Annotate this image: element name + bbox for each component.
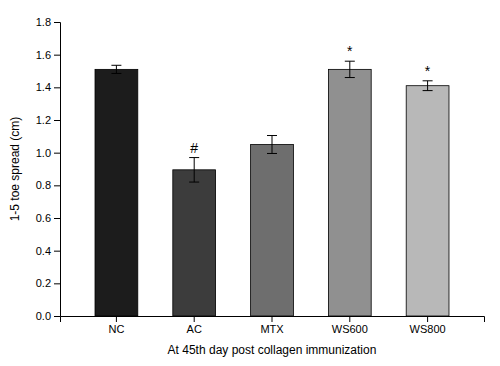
bar (173, 170, 216, 316)
y-tick: 1.0 (36, 147, 60, 159)
bar (406, 86, 449, 316)
x-tick-label: WS600 (332, 323, 368, 335)
error-bar-cap (111, 73, 121, 74)
error-bar-line (349, 61, 350, 77)
x-tick: MTX (260, 316, 284, 335)
annotation: # (190, 140, 198, 156)
error-bar-line (272, 136, 273, 154)
chart: 0.0 0.2 0.4 0.6 0.8 1.0 1.2 1.4 1.6 1.8 NC AC MTX WS6… (0, 0, 500, 366)
y-axis: 0.0 0.2 0.4 0.6 0.8 1.0 1.2 1.4 1.6 1.8 (36, 16, 61, 322)
error-bar-cap (111, 65, 121, 66)
y-tick-mark (54, 316, 60, 317)
x-tick-mark (349, 316, 350, 322)
y-tick-label: 1.4 (36, 81, 51, 93)
error-bar-cap (189, 182, 199, 183)
x-axis-line (61, 317, 485, 323)
error-bar-cap (267, 135, 277, 136)
annotation: * (425, 63, 431, 79)
y-tick: 0.2 (36, 277, 60, 289)
y-tick: 0.8 (36, 179, 60, 191)
x-axis: NC AC MTX WS600 WS800 (61, 316, 485, 335)
error-bar (111, 65, 121, 73)
y-tick-mark (54, 218, 60, 219)
annotations: # * * (190, 43, 431, 155)
error-bar-cap (267, 153, 277, 154)
y-tick: 0.4 (36, 245, 60, 257)
bar (251, 145, 294, 317)
y-tick: 0.0 (36, 310, 60, 322)
y-tick-label: 0.0 (36, 310, 51, 322)
error-bar-cap (423, 90, 433, 91)
y-tick-mark (54, 87, 60, 88)
x-tick: NC (108, 316, 124, 335)
x-tick-mark (116, 316, 117, 322)
x-tick-label: MTX (260, 323, 284, 335)
x-tick-mark (272, 316, 273, 322)
y-tick-mark (54, 185, 60, 186)
y-tick-mark (54, 22, 60, 23)
y-tick-label: 0.8 (36, 179, 51, 191)
x-axis-title: At 45th day post collagen immunization (168, 343, 377, 357)
error-bar (423, 81, 433, 91)
error-bar-cap (345, 77, 355, 78)
x-tick-label: WS800 (410, 323, 446, 335)
x-tick-mark (427, 316, 428, 322)
y-tick-label: 1.6 (36, 49, 51, 61)
y-tick-label: 0.4 (36, 245, 51, 257)
error-bar-cap (423, 80, 433, 81)
y-tick-label: 1.2 (36, 114, 51, 126)
y-tick-mark (54, 283, 60, 284)
x-tick-label: NC (108, 323, 124, 335)
error-bar-line (116, 65, 117, 73)
x-tick: WS600 (332, 316, 368, 335)
y-axis-line (54, 23, 61, 317)
x-tick-mark (194, 316, 195, 322)
y-tick-label: 0.6 (36, 212, 51, 224)
error-bar-line (194, 158, 195, 183)
error-bar-cap (189, 157, 199, 158)
error-bar-cap (345, 61, 355, 62)
bar (328, 69, 371, 316)
y-tick-label: 1.8 (36, 16, 51, 28)
error-bar (345, 61, 355, 77)
y-tick: 1.2 (36, 114, 60, 126)
error-bar-line (427, 81, 428, 91)
y-tick: 1.4 (36, 81, 60, 93)
y-tick-mark (54, 251, 60, 252)
y-tick: 1.6 (36, 49, 60, 61)
bar (95, 69, 138, 316)
y-tick-label: 1.0 (36, 147, 51, 159)
x-tick-label: AC (187, 323, 202, 335)
error-bar (189, 158, 199, 183)
y-tick: 0.6 (36, 212, 60, 224)
y-tick-mark (54, 153, 60, 154)
y-tick: 1.8 (36, 16, 60, 28)
bars (95, 61, 449, 316)
plot: 0.0 0.2 0.4 0.6 0.8 1.0 1.2 1.4 1.6 1.8 NC AC MTX WS6… (36, 16, 485, 335)
y-tick-mark (54, 55, 60, 56)
y-tick-mark (54, 120, 60, 121)
annotation: * (347, 43, 353, 59)
y-tick-label: 0.2 (36, 277, 51, 289)
error-bar (267, 136, 277, 154)
y-axis-title: 1-5 toe spread (cm) (8, 117, 22, 222)
x-tick: WS800 (410, 316, 446, 335)
x-tick: AC (187, 316, 202, 335)
